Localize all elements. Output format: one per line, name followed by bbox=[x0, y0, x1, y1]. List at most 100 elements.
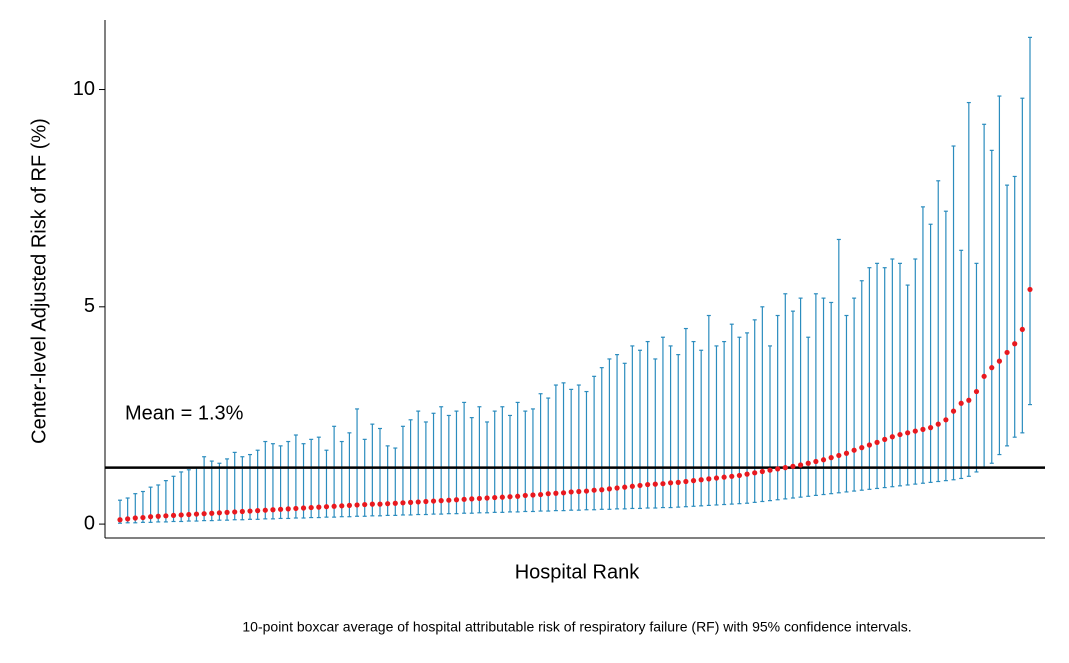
x-axis-label: Hospital Rank bbox=[515, 561, 641, 583]
point bbox=[591, 487, 597, 493]
point bbox=[300, 505, 307, 511]
point bbox=[407, 499, 414, 505]
point bbox=[438, 498, 444, 504]
point bbox=[645, 481, 651, 488]
point bbox=[239, 508, 245, 515]
y-tick-label: 0 bbox=[84, 512, 95, 534]
point bbox=[950, 408, 957, 414]
point bbox=[216, 510, 223, 516]
y-tick-label: 5 bbox=[84, 295, 95, 317]
mean-label: Mean = 1.3% bbox=[125, 402, 244, 424]
point bbox=[866, 442, 873, 448]
point bbox=[820, 457, 827, 463]
point bbox=[729, 473, 735, 479]
point bbox=[996, 358, 1003, 364]
point bbox=[813, 458, 819, 465]
point bbox=[1019, 326, 1025, 333]
point bbox=[125, 516, 131, 522]
point bbox=[583, 488, 590, 494]
y-axis-label: Center-level Adjusted Risk of RF (%) bbox=[28, 118, 50, 444]
point bbox=[346, 502, 353, 509]
point bbox=[660, 481, 666, 487]
point bbox=[767, 467, 773, 473]
point bbox=[683, 478, 689, 485]
point bbox=[943, 417, 949, 423]
point bbox=[553, 490, 559, 496]
point bbox=[889, 434, 895, 440]
point bbox=[576, 488, 582, 495]
point bbox=[637, 482, 643, 489]
point bbox=[614, 485, 620, 491]
point bbox=[973, 388, 980, 395]
point bbox=[606, 486, 613, 492]
point bbox=[117, 517, 123, 523]
point bbox=[178, 512, 184, 518]
point bbox=[316, 504, 322, 510]
point bbox=[958, 400, 964, 406]
point bbox=[859, 445, 865, 451]
point bbox=[782, 465, 788, 471]
point bbox=[667, 480, 674, 486]
point bbox=[201, 511, 207, 517]
point bbox=[622, 484, 628, 490]
point bbox=[369, 501, 375, 507]
point bbox=[293, 505, 299, 512]
point bbox=[706, 476, 712, 482]
point bbox=[1012, 341, 1018, 347]
point bbox=[935, 421, 941, 427]
point bbox=[920, 426, 926, 432]
point bbox=[170, 512, 177, 519]
point bbox=[897, 431, 903, 438]
point bbox=[453, 497, 460, 503]
point bbox=[828, 455, 834, 461]
point bbox=[140, 514, 146, 521]
point bbox=[912, 428, 918, 434]
point bbox=[882, 436, 888, 442]
point bbox=[515, 493, 521, 499]
point bbox=[759, 468, 765, 475]
point bbox=[927, 425, 934, 431]
point bbox=[285, 506, 291, 512]
point bbox=[232, 509, 238, 515]
point bbox=[1004, 349, 1010, 356]
point bbox=[461, 496, 467, 502]
point bbox=[981, 373, 987, 379]
point bbox=[132, 515, 138, 521]
point bbox=[446, 497, 452, 503]
point bbox=[744, 471, 750, 477]
point bbox=[308, 504, 314, 511]
point bbox=[560, 490, 567, 496]
point bbox=[354, 502, 360, 508]
point bbox=[629, 483, 635, 489]
point bbox=[385, 501, 391, 507]
y-tick-label: 10 bbox=[73, 78, 95, 100]
point bbox=[507, 494, 513, 500]
point bbox=[966, 397, 972, 403]
point bbox=[775, 466, 781, 472]
point bbox=[905, 430, 911, 436]
point bbox=[339, 503, 345, 509]
point bbox=[1027, 286, 1033, 293]
point bbox=[790, 463, 796, 469]
point bbox=[277, 506, 284, 512]
point bbox=[430, 498, 437, 504]
point bbox=[568, 489, 574, 495]
point bbox=[797, 462, 804, 468]
point bbox=[147, 514, 154, 520]
point bbox=[675, 479, 681, 485]
point bbox=[545, 491, 551, 497]
point bbox=[484, 495, 490, 501]
point bbox=[492, 494, 498, 501]
point bbox=[323, 504, 330, 510]
point bbox=[262, 507, 268, 513]
point bbox=[690, 478, 697, 484]
point bbox=[392, 500, 398, 506]
point bbox=[247, 508, 253, 514]
point bbox=[163, 513, 169, 519]
point bbox=[224, 509, 230, 515]
point bbox=[331, 503, 337, 509]
point bbox=[469, 496, 475, 502]
point bbox=[599, 487, 605, 493]
point bbox=[713, 475, 720, 481]
